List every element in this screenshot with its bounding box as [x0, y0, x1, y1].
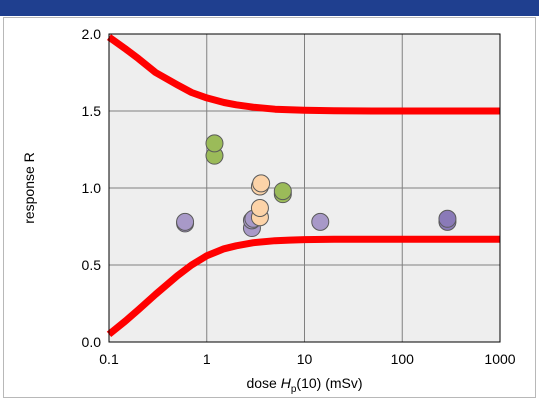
data-point [252, 174, 271, 193]
data-point [250, 199, 269, 218]
data-point [311, 212, 330, 231]
x-axis-label: dose Hp(10) (mSv) [246, 375, 362, 395]
y-tick-label: 2.0 [82, 26, 102, 42]
data-point [438, 209, 457, 228]
x-axis-label-suffix: (10) (mSv) [296, 375, 362, 391]
scatter-chart: 0.0 0.5 1.0 1.5 2.0 0.1 1 10 100 1000 response R… [21, 26, 516, 395]
x-tick-label: 1000 [484, 351, 515, 367]
x-tick-label: 10 [297, 351, 313, 367]
y-tick-label: 0.5 [82, 257, 102, 273]
y-axis-label: response R [21, 152, 37, 224]
chart-panel: 0.0 0.5 1.0 1.5 2.0 0.1 1 10 100 1000 response R… [3, 17, 536, 398]
y-tick-labels: 0.0 0.5 1.0 1.5 2.0 [82, 26, 102, 350]
data-point [205, 134, 224, 153]
header-bar [0, 0, 539, 16]
x-axis-label-symbol: H [281, 375, 292, 391]
limit-curve [106, 235, 500, 338]
plot-border [108, 33, 501, 343]
x-tick-label: 0.1 [99, 351, 119, 367]
data-point [273, 182, 292, 201]
data-points [176, 134, 457, 238]
y-tick-label: 1.0 [82, 180, 102, 196]
y-tick-label: 0.0 [82, 334, 102, 350]
tolerance-curves [106, 34, 500, 338]
x-tick-label: 100 [391, 351, 415, 367]
data-point [176, 212, 195, 231]
y-tick-label: 1.5 [82, 103, 102, 119]
x-tick-label: 1 [203, 351, 211, 367]
x-axis-label-subscript: p [291, 384, 297, 395]
x-tick-labels: 0.1 1 10 100 1000 [99, 351, 516, 367]
x-axis-label-prefix: dose [246, 375, 280, 391]
limit-curve [106, 34, 500, 115]
